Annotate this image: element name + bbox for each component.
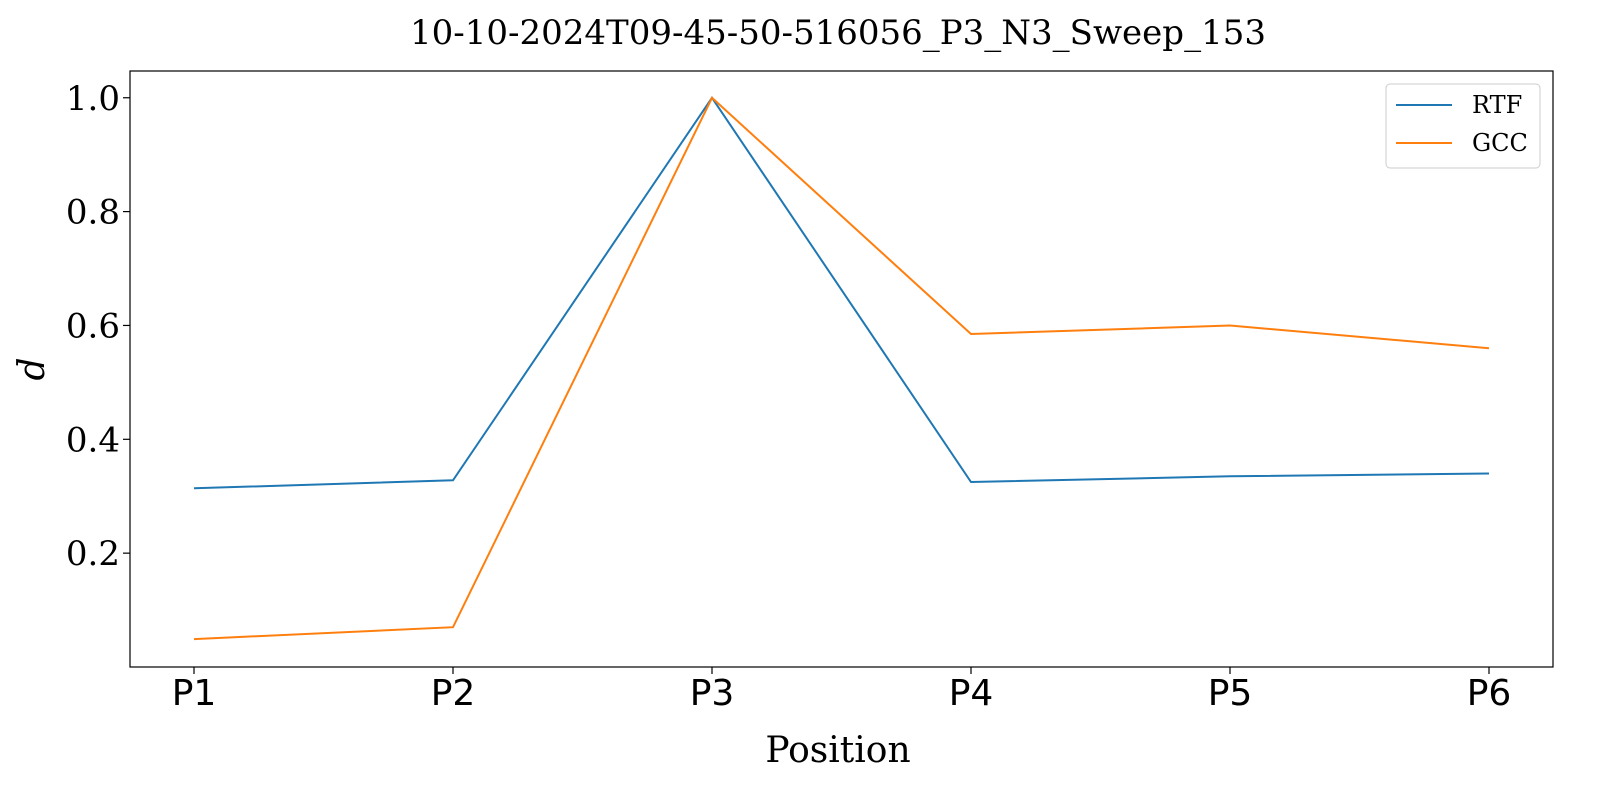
y-tick-label: 0.4 [66, 420, 120, 460]
series-line-gcc [193, 96, 1490, 641]
series-line-rtf [193, 96, 1490, 490]
y-tick-label: 0.2 [66, 534, 120, 574]
x-tick-label: P1 [172, 673, 217, 714]
y-tick-label: 0.8 [66, 193, 120, 233]
y-tick-label: 0.6 [66, 306, 120, 346]
plot-area [129, 70, 1554, 668]
x-tick-label: P4 [949, 673, 994, 714]
y-tick-label: 1.0 [66, 79, 120, 119]
x-tick-label: P3 [690, 673, 735, 714]
x-axis: P1 P2 P3 P4 P5 P6 [172, 667, 1512, 714]
x-axis-label: Position [765, 730, 910, 771]
chart-title: 10-10-2024T09-45-50-516056_P3_N3_Sweep_1… [410, 13, 1266, 53]
y-axis-label: d [12, 357, 53, 380]
y-axis: 0.2 0.4 0.6 0.8 1.0 [66, 79, 130, 574]
legend-label-gcc: GCC [1472, 129, 1528, 157]
series-group [193, 96, 1490, 641]
x-tick-label: P2 [431, 673, 476, 714]
legend-label-rtf: RTF [1472, 91, 1522, 119]
x-tick-label: P5 [1208, 673, 1253, 714]
x-tick-label: P6 [1467, 673, 1512, 714]
legend: RTF GCC [1385, 83, 1541, 169]
plot-frame [129, 70, 1554, 668]
